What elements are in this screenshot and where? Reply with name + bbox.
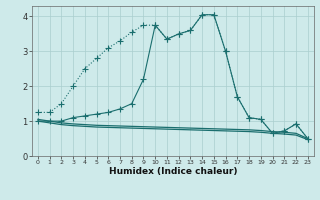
X-axis label: Humidex (Indice chaleur): Humidex (Indice chaleur) xyxy=(108,167,237,176)
